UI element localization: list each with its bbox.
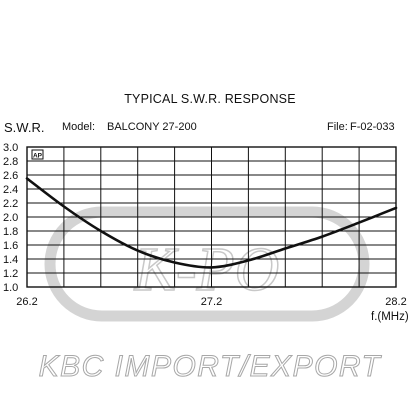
file-value: F-02-033 [350, 121, 395, 133]
data-point [321, 236, 323, 238]
model-value: BALCONY 27-200 [107, 121, 197, 133]
data-point [284, 247, 286, 250]
y-tick-label: 1.6 [3, 240, 18, 252]
data-point [210, 266, 213, 268]
model-label: Model: [62, 121, 96, 133]
y-tick-labels: 1.0 1.2 1.4 1.6 1.8 2.0 2.2 2.4 2.6 2.8 3.0 [3, 142, 18, 294]
plot-frame [26, 146, 397, 288]
data-point [63, 205, 65, 208]
data-point [100, 230, 102, 232]
x-axis-unit: f.(MHz) [371, 311, 409, 323]
data-points [26, 177, 397, 268]
y-tick-label: 3.0 [3, 142, 18, 154]
data-point [137, 250, 139, 252]
watermark-text: K-PO [134, 236, 280, 304]
x-tick-label: 28.2 [385, 296, 406, 308]
data-point [26, 177, 28, 180]
y-tick-label: 1.0 [3, 282, 18, 294]
watermark-logo: K-PO [44, 206, 370, 322]
corner-mark: AP [31, 149, 44, 160]
data-point [247, 259, 249, 261]
y-tick-label: 1.8 [3, 226, 18, 238]
y-axis-label: S.W.R. [4, 120, 45, 135]
corner-mark-text: AP [33, 153, 43, 160]
y-tick-label: 1.2 [3, 268, 18, 280]
data-point [358, 222, 360, 224]
grid [27, 147, 396, 287]
y-tick-label: 2.2 [3, 198, 18, 210]
x-tick-label: 26.2 [16, 296, 37, 308]
y-tick-label: 2.8 [3, 156, 18, 168]
y-tick-label: 1.4 [3, 254, 18, 266]
x-tick-labels: 26.2 27.2 28.2 [16, 296, 406, 308]
file-label: File: [327, 121, 348, 133]
footer-brand: KBC IMPORT/EXPORT [38, 350, 382, 384]
y-tick-label: 2.6 [3, 170, 18, 182]
y-tick-label: 2.0 [3, 212, 18, 224]
data-point [174, 261, 176, 264]
chart-title: TYPICAL S.W.R. RESPONSE [124, 92, 296, 106]
y-tick-label: 2.4 [3, 184, 18, 196]
data-point [395, 207, 397, 209]
x-tick-label: 27.2 [201, 296, 222, 308]
